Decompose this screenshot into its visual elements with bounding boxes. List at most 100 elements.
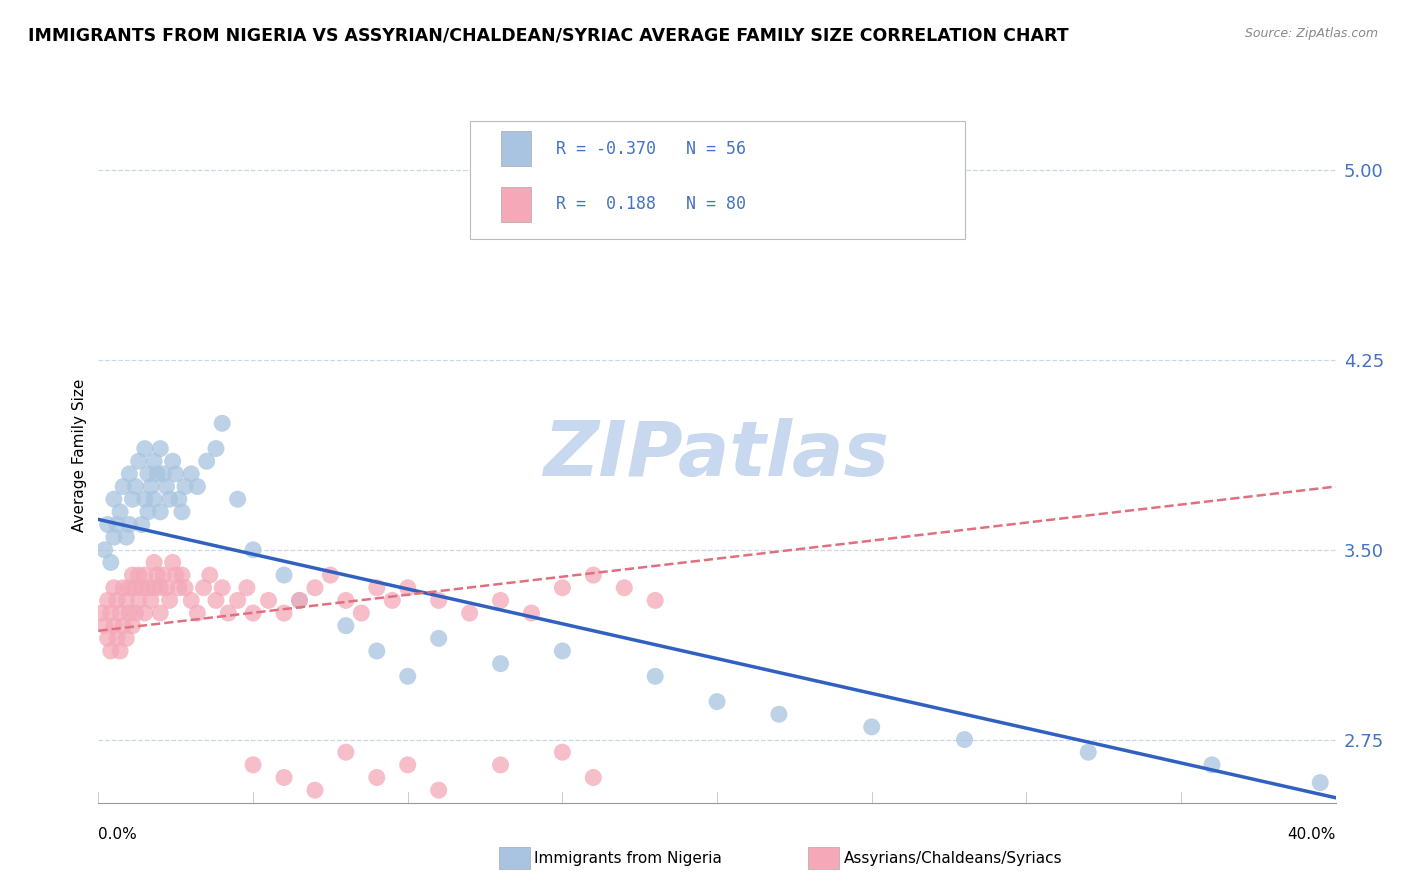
Point [186,606,208,620]
Point [139,479,162,493]
Point [105,517,128,532]
Point [165,467,187,481]
Text: R =  0.188   N = 80: R = 0.188 N = 80 [557,195,747,213]
Point [108,606,131,620]
Point [143,454,166,468]
Point [105,632,128,646]
Point [131,581,153,595]
Point [217,606,239,620]
Point [366,581,388,595]
Point [205,593,228,607]
Point [350,606,373,620]
Point [273,771,295,785]
Point [152,467,174,481]
Point [860,720,883,734]
Point [124,606,146,620]
Point [366,644,388,658]
Point [167,581,190,595]
Point [134,442,156,456]
Point [136,505,159,519]
Point [149,505,172,519]
Point [90,606,112,620]
Text: 0.0%: 0.0% [98,827,138,841]
Point [149,442,172,456]
Point [118,581,141,595]
Point [180,467,202,481]
Point [115,530,138,544]
Point [273,606,295,620]
Point [93,542,115,557]
Point [427,593,450,607]
Point [136,581,159,595]
Point [165,568,187,582]
Text: R = -0.370   N = 56: R = -0.370 N = 56 [557,140,747,158]
Text: Immigrants from Nigeria: Immigrants from Nigeria [534,851,723,865]
Point [242,606,264,620]
Point [193,581,215,595]
Point [242,542,264,557]
Point [644,669,666,683]
Point [551,581,574,595]
Point [93,618,115,632]
Point [396,669,419,683]
Point [134,492,156,507]
Point [115,632,138,646]
Point [489,593,512,607]
Point [155,581,177,595]
Point [100,556,122,570]
Point [162,556,184,570]
Point [112,581,135,595]
Point [108,644,131,658]
Text: 40.0%: 40.0% [1288,827,1336,841]
Point [186,479,208,493]
Point [335,618,357,632]
Point [195,454,218,468]
Point [128,568,150,582]
Point [162,454,184,468]
Point [381,593,404,607]
Point [146,467,169,481]
Point [489,757,512,772]
Point [121,618,143,632]
Point [124,479,146,493]
Point [139,593,162,607]
Point [396,581,419,595]
Point [128,454,150,468]
Point [103,530,125,544]
Point [205,442,228,456]
FancyBboxPatch shape [470,121,965,239]
Point [304,581,326,595]
Point [112,618,135,632]
Point [211,417,233,431]
Point [103,492,125,507]
Bar [501,131,531,166]
Text: Source: ZipAtlas.com: Source: ZipAtlas.com [1244,27,1378,40]
Point [115,593,138,607]
Point [105,593,128,607]
Text: Assyrians/Chaldeans/Syriacs: Assyrians/Chaldeans/Syriacs [844,851,1062,865]
Point [159,492,181,507]
Point [335,593,357,607]
Point [143,492,166,507]
Text: ZIPatlas: ZIPatlas [544,418,890,491]
Point [288,593,311,607]
Point [136,467,159,481]
Point [180,593,202,607]
Point [170,505,193,519]
Text: IMMIGRANTS FROM NIGERIA VS ASSYRIAN/CHALDEAN/SYRIAC AVERAGE FAMILY SIZE CORRELAT: IMMIGRANTS FROM NIGERIA VS ASSYRIAN/CHAL… [28,27,1069,45]
Point [103,581,125,595]
Point [427,783,450,797]
Point [257,593,280,607]
Point [366,771,388,785]
Point [155,479,177,493]
Point [112,479,135,493]
Point [304,783,326,797]
Point [489,657,512,671]
Point [167,492,190,507]
Point [198,568,221,582]
Point [97,517,120,532]
Point [288,593,311,607]
Point [1201,757,1223,772]
Point [97,593,120,607]
Point [124,581,146,595]
